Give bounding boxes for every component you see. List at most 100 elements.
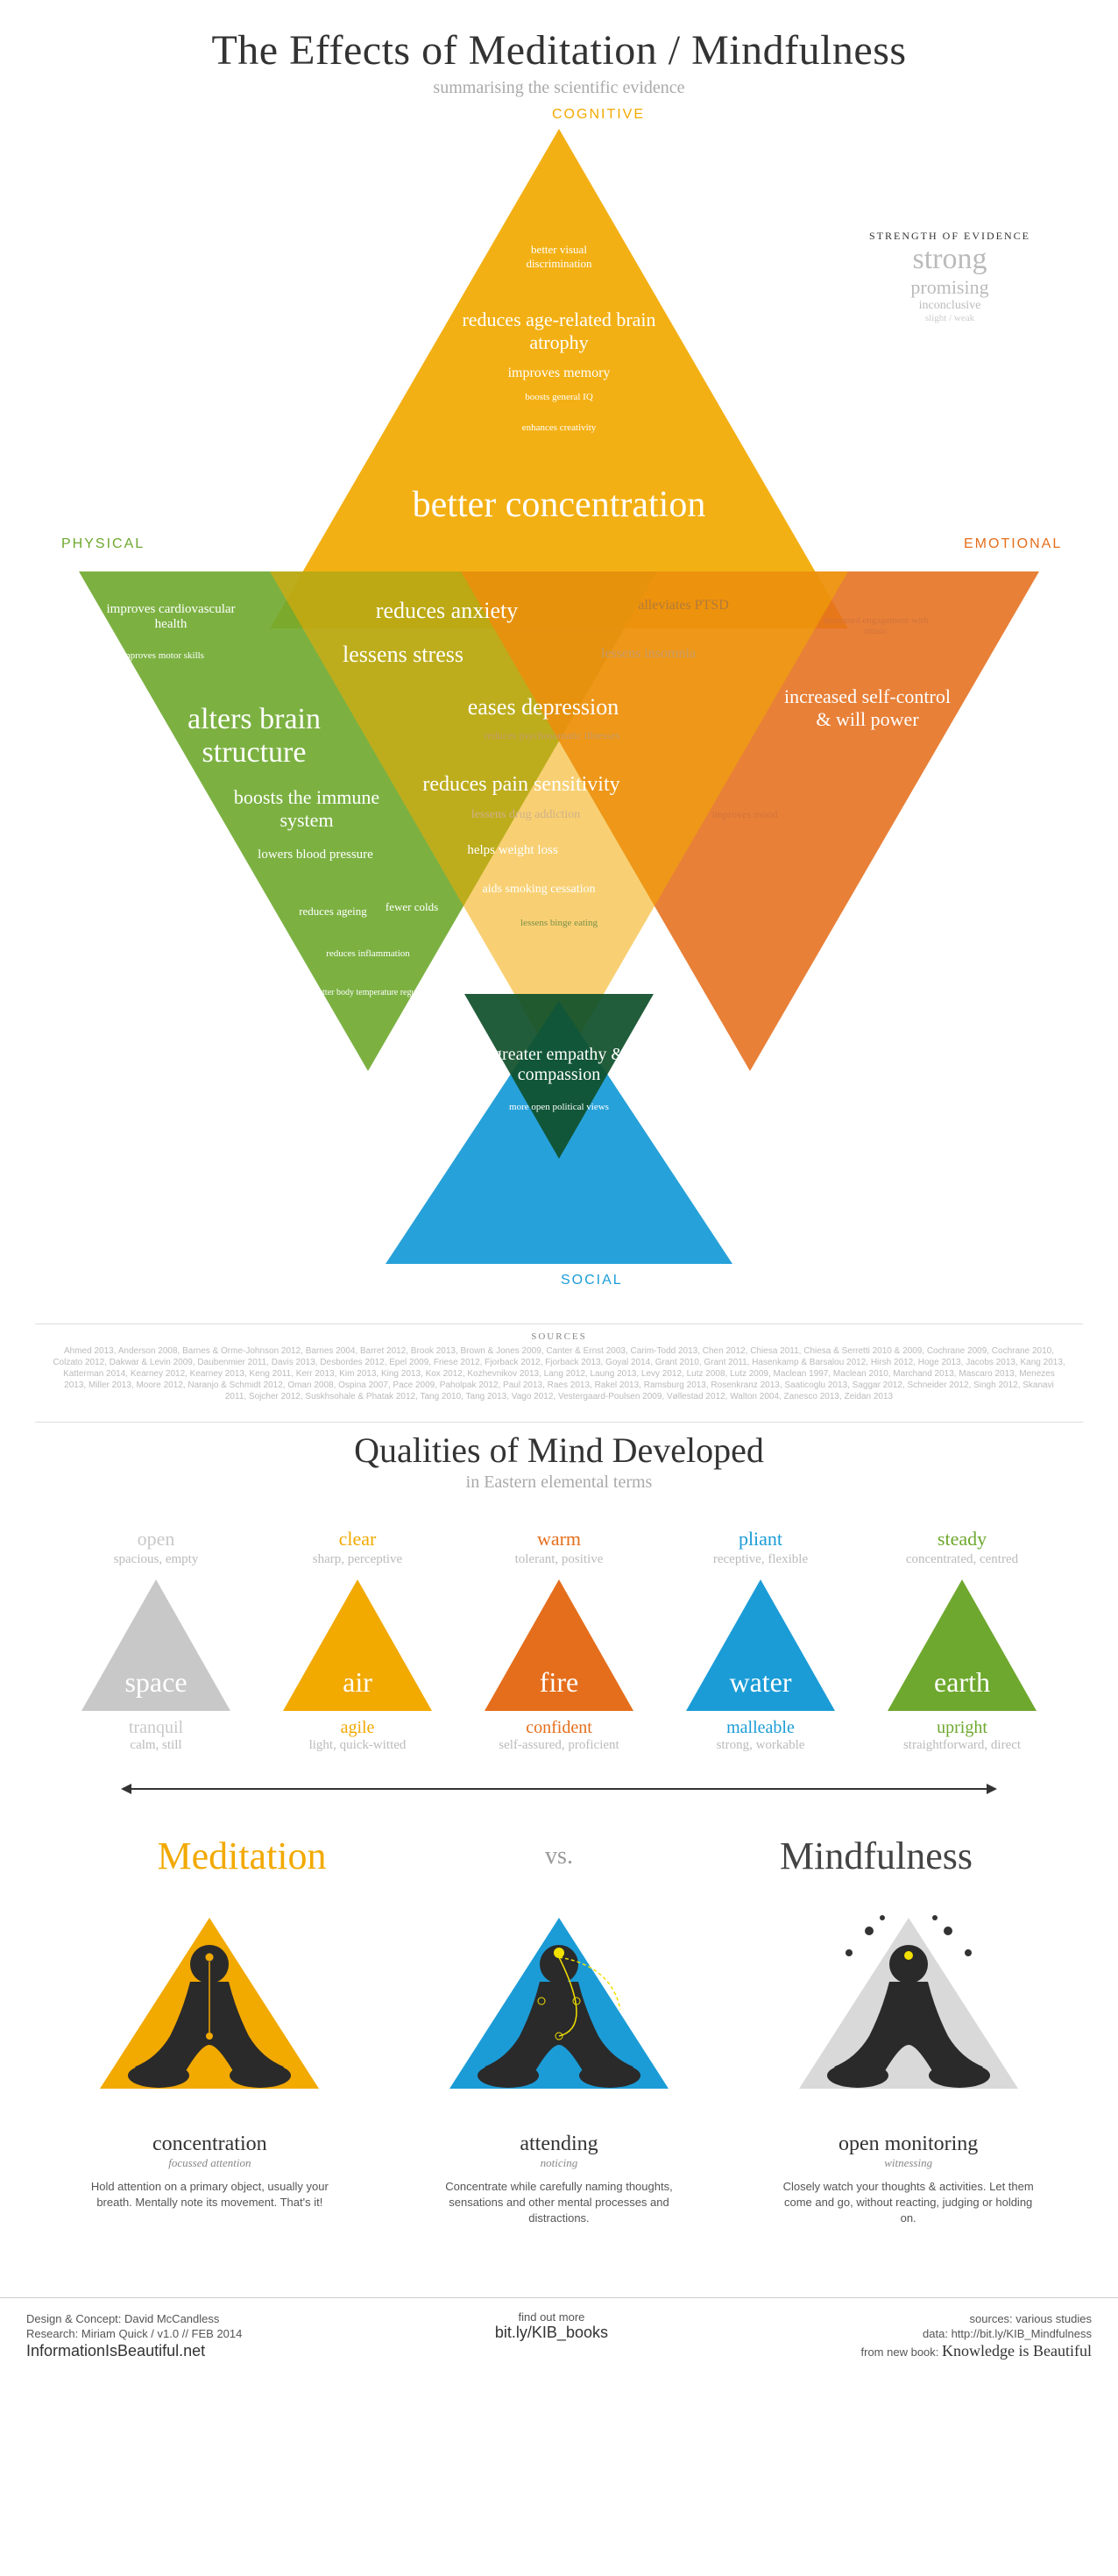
- mvs-desc: Hold attention on a primary object, usua…: [60, 2179, 358, 2211]
- effect-physical-8: better body temperature regulation: [296, 988, 454, 997]
- footer-design: Design & Concept: David McCandless: [26, 2312, 242, 2325]
- element-bottom-desc: self-assured, proficient: [476, 1738, 642, 1753]
- element-water: pliant receptive, flexible water malleab…: [677, 1528, 844, 1753]
- effect-social-1: more open political views: [502, 1102, 616, 1112]
- separator: [35, 1323, 1083, 1324]
- element-bottom-desc: calm, still: [73, 1738, 239, 1753]
- element-triangle: water: [686, 1579, 835, 1711]
- page-title: The Effects of Meditation / Mindfulness: [35, 26, 1083, 75]
- element-bottom-desc: straightforward, direct: [879, 1738, 1045, 1753]
- footer-book-intro: from new book:: [861, 2345, 939, 2359]
- footer: Design & Concept: David McCandless Resea…: [0, 2297, 1118, 2388]
- effect-physical-2: alters brain structure: [153, 703, 355, 770]
- effect-overlap-2: lessens stress: [289, 642, 517, 668]
- effect-cognitive-5: better concentration: [340, 484, 778, 526]
- meditator-figure: [786, 1905, 1031, 2115]
- effect-physical-1: improves motor skills: [118, 650, 206, 661]
- footer-site: InformationIsBeautiful.net: [26, 2342, 242, 2360]
- mvs-figures-row: concentration focussed attention Hold at…: [35, 1887, 1083, 2227]
- element-fire: warm tolerant, positive fire confident s…: [476, 1528, 642, 1753]
- mvs-col-2: open monitoring witnessing Closely watch…: [760, 1887, 1058, 2227]
- element-triangle: fire: [485, 1579, 633, 1711]
- element-top: open: [73, 1528, 239, 1551]
- effect-overlap-3: lessens insomnia: [561, 646, 736, 662]
- element-top: warm: [476, 1528, 642, 1551]
- element-bottom: confident: [476, 1718, 642, 1738]
- category-label-social: SOCIAL: [561, 1273, 623, 1288]
- element-name: space: [81, 1666, 230, 1699]
- effect-cognitive-0: better visual discrimination: [498, 243, 620, 271]
- element-top: steady: [879, 1528, 1045, 1551]
- effect-physical-4: lowers blood pressure: [254, 848, 377, 862]
- element-top-desc: sharp, perceptive: [274, 1552, 441, 1567]
- vs-label: vs.: [506, 1842, 612, 1870]
- effect-emotional-2: improves mood: [683, 808, 806, 821]
- footer-link[interactable]: bit.ly/KIB_books: [495, 2324, 608, 2342]
- meditation-title: Meditation: [93, 1834, 391, 1878]
- category-label-cognitive: COGNITIVE: [552, 107, 645, 123]
- mvs-word: open monitoring: [760, 2132, 1058, 2156]
- mvs-col-1: attending noticing Concentrate while car…: [410, 1887, 708, 2227]
- effect-overlap-4: eases depression: [412, 694, 675, 720]
- effect-physical-0: improves cardiovascular health: [105, 602, 237, 632]
- effect-physical-6: fewer colds: [377, 900, 447, 914]
- footer-findout: find out more: [495, 2310, 608, 2324]
- element-top-desc: spacious, empty: [73, 1552, 239, 1567]
- effect-overlap-5: reduces psychosomatic illnesses: [429, 729, 675, 742]
- sources-heading: SOURCES: [35, 1331, 1083, 1342]
- mvs-word: attending: [410, 2132, 708, 2156]
- spectrum-arrow: [123, 1788, 995, 1790]
- element-top: pliant: [677, 1528, 844, 1551]
- effect-overlap-10: lessens binge eating: [506, 918, 612, 928]
- element-bottom-desc: strong, workable: [677, 1738, 844, 1753]
- element-top-desc: concentrated, centred: [879, 1552, 1045, 1567]
- element-bottom: tranquil: [73, 1718, 239, 1738]
- effect-physical-3: boosts the immune system: [206, 786, 407, 832]
- section2-subtitle: in Eastern elemental terms: [35, 1473, 1083, 1493]
- effect-overlap-6: reduces pain sensitivity: [372, 773, 670, 797]
- element-bottom: agile: [274, 1718, 441, 1738]
- effect-cognitive-1: reduces age-related brain atrophy: [445, 309, 673, 354]
- element-air: clear sharp, perceptive air agile light,…: [274, 1528, 441, 1753]
- element-top-desc: receptive, flexible: [677, 1552, 844, 1567]
- element-top: clear: [274, 1528, 441, 1551]
- effect-physical-7: reduces inflammation: [298, 948, 438, 959]
- mindfulness-title: Mindfulness: [727, 1834, 1025, 1878]
- element-name: air: [283, 1666, 432, 1699]
- footer-sources-line: sources: various studies: [861, 2312, 1092, 2325]
- mvs-sub: noticing: [410, 2156, 708, 2170]
- meditation-vs-mindfulness: Meditation vs. Mindfulness: [35, 1834, 1083, 1878]
- meditator-figure: [87, 1905, 332, 2115]
- effect-cognitive-2: improves memory: [471, 365, 647, 381]
- mvs-desc: Concentrate while carefully naming thoug…: [410, 2179, 708, 2227]
- effect-emotional-1: increased self-control & will power: [775, 685, 959, 731]
- meditator-figure: [436, 1905, 682, 2115]
- elements-row: open spacious, empty space tranquil calm…: [35, 1528, 1083, 1753]
- mvs-sub: witnessing: [760, 2156, 1058, 2170]
- element-bottom: malleable: [677, 1718, 844, 1738]
- category-label-physical: PHYSICAL: [61, 536, 145, 552]
- mvs-col-0: concentration focussed attention Hold at…: [60, 1887, 358, 2211]
- effect-overlap-7: lessens drug addiction: [429, 808, 622, 822]
- mvs-word: concentration: [60, 2132, 358, 2156]
- element-name: earth: [888, 1666, 1037, 1699]
- element-top-desc: tolerant, positive: [476, 1552, 642, 1567]
- effect-cognitive-3: boosts general IQ: [489, 392, 629, 402]
- effect-social-0: greater empathy & compassion: [476, 1045, 642, 1085]
- page-subtitle: summarising the scientific evidence: [35, 78, 1083, 98]
- effect-physical-5: reduces ageing: [285, 905, 381, 919]
- element-earth: steady concentrated, centred earth uprig…: [879, 1528, 1045, 1753]
- footer-book: Knowledge is Beautiful: [942, 2342, 1092, 2360]
- footer-data-line: data: http://bit.ly/KIB_Mindfulness: [861, 2327, 1092, 2340]
- element-bottom-desc: light, quick-witted: [274, 1738, 441, 1753]
- element-name: water: [686, 1666, 835, 1699]
- main-diagram: STRENGTH OF EVIDENCE strong promising in…: [35, 107, 1083, 1308]
- separator: [35, 1422, 1083, 1423]
- element-name: fire: [485, 1666, 633, 1699]
- sources-text: Ahmed 2013, Anderson 2008, Barnes & Orme…: [35, 1342, 1083, 1406]
- mvs-sub: focussed attention: [60, 2156, 358, 2170]
- element-triangle: air: [283, 1579, 432, 1711]
- effect-overlap-1: alleviates PTSD: [605, 598, 762, 614]
- effect-overlap-9: aids smoking cessation: [473, 883, 605, 897]
- element-space: open spacious, empty space tranquil calm…: [73, 1528, 239, 1753]
